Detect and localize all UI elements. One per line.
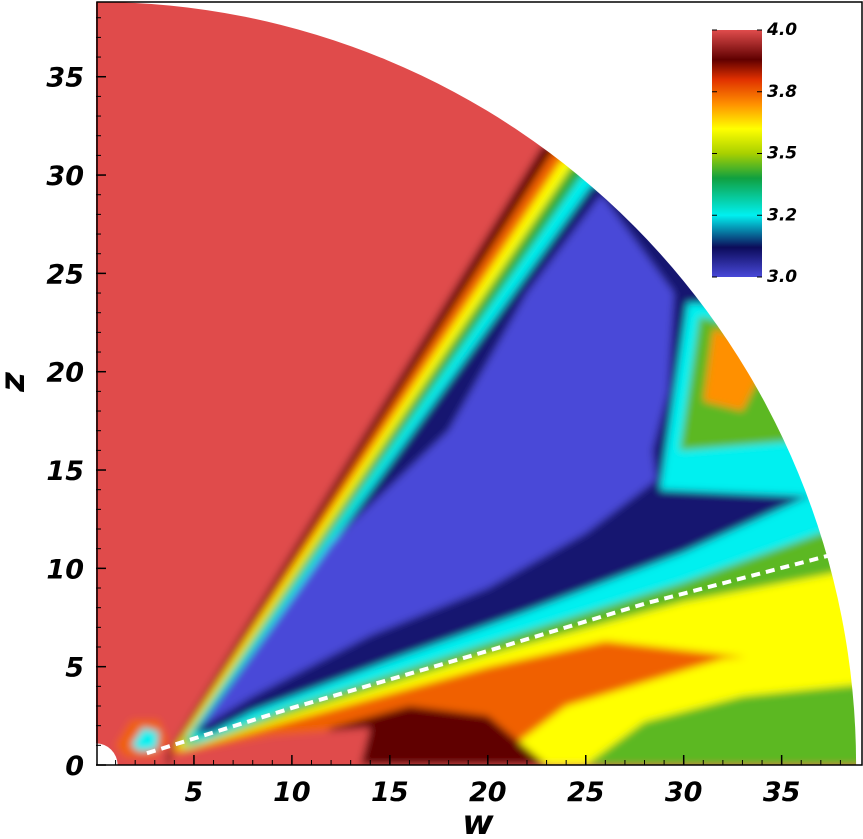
region	[170, 727, 371, 765]
y-tick-label: 0	[65, 751, 84, 782]
x-tick-label: 20	[469, 777, 507, 808]
x-tick-label: 30	[665, 777, 703, 808]
region	[585, 682, 857, 765]
region	[131, 727, 159, 752]
y-axis-label: z	[0, 372, 33, 393]
colorbar-tick-label: 3.5	[767, 144, 797, 164]
plot-frame	[96, 1, 863, 766]
region	[199, 194, 674, 728]
y-tick-label: 25	[46, 259, 84, 290]
colorbar	[712, 30, 762, 277]
y-tick-label: 30	[46, 161, 84, 192]
x-tick-label: 5	[185, 777, 204, 808]
y-tick-label: 15	[46, 456, 84, 487]
x-tick-label: 10	[273, 777, 311, 808]
colorbar-tick-label: 3.8	[767, 82, 797, 102]
x-tick-label: 35	[763, 777, 801, 808]
y-tick-label: 10	[46, 554, 84, 585]
inner-hole	[96, 743, 118, 765]
y-tick-label: 35	[46, 63, 84, 94]
y-tick-label: 20	[46, 358, 84, 389]
x-axis-label: w	[462, 803, 494, 839]
x-tick-label: 15	[371, 777, 409, 808]
x-tick-label: 25	[567, 777, 605, 808]
colorbar-tick-label: 4.0	[766, 20, 797, 40]
colorbar-tick-label: 3.0	[767, 267, 797, 287]
y-tick-label: 5	[65, 653, 84, 684]
colorbar-tick-label: 3.2	[767, 205, 797, 225]
